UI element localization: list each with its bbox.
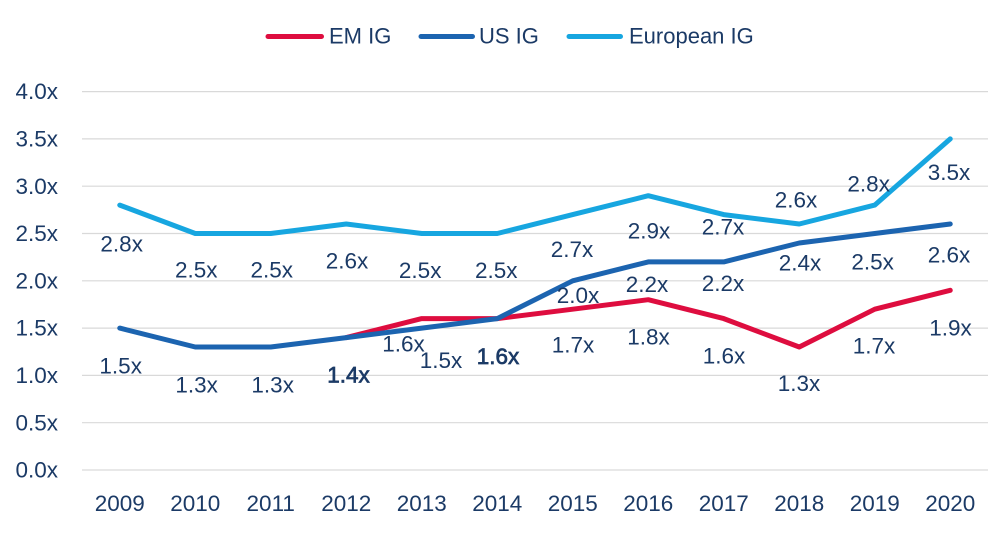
svg-text:1.7x: 1.7x xyxy=(853,334,896,359)
svg-text:2018: 2018 xyxy=(774,491,824,516)
svg-text:1.5x: 1.5x xyxy=(420,348,463,373)
svg-text:2020: 2020 xyxy=(925,491,975,516)
svg-text:2.5x: 2.5x xyxy=(15,221,58,246)
svg-text:2017: 2017 xyxy=(699,491,749,516)
svg-text:2013: 2013 xyxy=(397,491,447,516)
svg-text:2015: 2015 xyxy=(548,491,598,516)
svg-text:1.8x: 1.8x xyxy=(627,324,670,349)
svg-text:2.7x: 2.7x xyxy=(551,237,594,262)
svg-text:1.3x: 1.3x xyxy=(175,373,218,398)
svg-text:EM IG: EM IG xyxy=(329,24,391,49)
svg-text:1.4x: 1.4x xyxy=(327,363,370,388)
svg-text:2011: 2011 xyxy=(247,491,295,516)
svg-text:US IG: US IG xyxy=(479,24,539,49)
svg-text:1.3x: 1.3x xyxy=(251,373,294,398)
svg-text:2.2x: 2.2x xyxy=(626,272,669,297)
svg-text:2.9x: 2.9x xyxy=(628,219,671,244)
svg-text:1.6x: 1.6x xyxy=(703,343,746,368)
svg-text:3.0x: 3.0x xyxy=(15,174,58,199)
svg-text:0.0x: 0.0x xyxy=(15,458,58,483)
svg-text:1.6x: 1.6x xyxy=(382,332,425,357)
svg-text:4.0x: 4.0x xyxy=(15,79,58,104)
svg-text:2010: 2010 xyxy=(170,491,220,516)
svg-text:2.5x: 2.5x xyxy=(175,258,218,283)
svg-text:1.5x: 1.5x xyxy=(99,354,142,379)
svg-text:2.7x: 2.7x xyxy=(702,215,745,240)
svg-text:2019: 2019 xyxy=(850,491,900,516)
svg-text:2.5x: 2.5x xyxy=(475,258,518,283)
svg-text:2.6x: 2.6x xyxy=(326,249,369,274)
svg-text:1.0x: 1.0x xyxy=(15,363,58,388)
svg-text:2.8x: 2.8x xyxy=(847,171,890,196)
svg-text:3.5x: 3.5x xyxy=(15,127,58,152)
svg-text:2.5x: 2.5x xyxy=(251,258,294,283)
svg-text:2009: 2009 xyxy=(95,491,145,516)
svg-text:European IG: European IG xyxy=(629,24,754,49)
svg-text:2014: 2014 xyxy=(472,491,522,516)
svg-text:2.5x: 2.5x xyxy=(851,250,894,275)
svg-text:2.0x: 2.0x xyxy=(557,283,600,308)
svg-text:2016: 2016 xyxy=(623,491,673,516)
svg-text:0.5x: 0.5x xyxy=(15,410,58,435)
svg-text:2.0x: 2.0x xyxy=(15,268,58,293)
svg-text:2.4x: 2.4x xyxy=(779,251,822,276)
svg-text:2.8x: 2.8x xyxy=(100,232,143,257)
svg-text:2.5x: 2.5x xyxy=(399,258,442,283)
svg-text:1.3x: 1.3x xyxy=(778,371,821,396)
svg-text:1.6x: 1.6x xyxy=(477,344,520,369)
svg-text:2012: 2012 xyxy=(321,491,371,516)
svg-text:1.5x: 1.5x xyxy=(15,316,58,341)
svg-text:1.9x: 1.9x xyxy=(929,316,972,341)
svg-text:2.6x: 2.6x xyxy=(775,187,818,212)
svg-text:2.2x: 2.2x xyxy=(702,271,745,296)
svg-text:1.7x: 1.7x xyxy=(552,333,595,358)
svg-text:2.6x: 2.6x xyxy=(928,242,971,267)
svg-text:3.5x: 3.5x xyxy=(928,160,971,185)
